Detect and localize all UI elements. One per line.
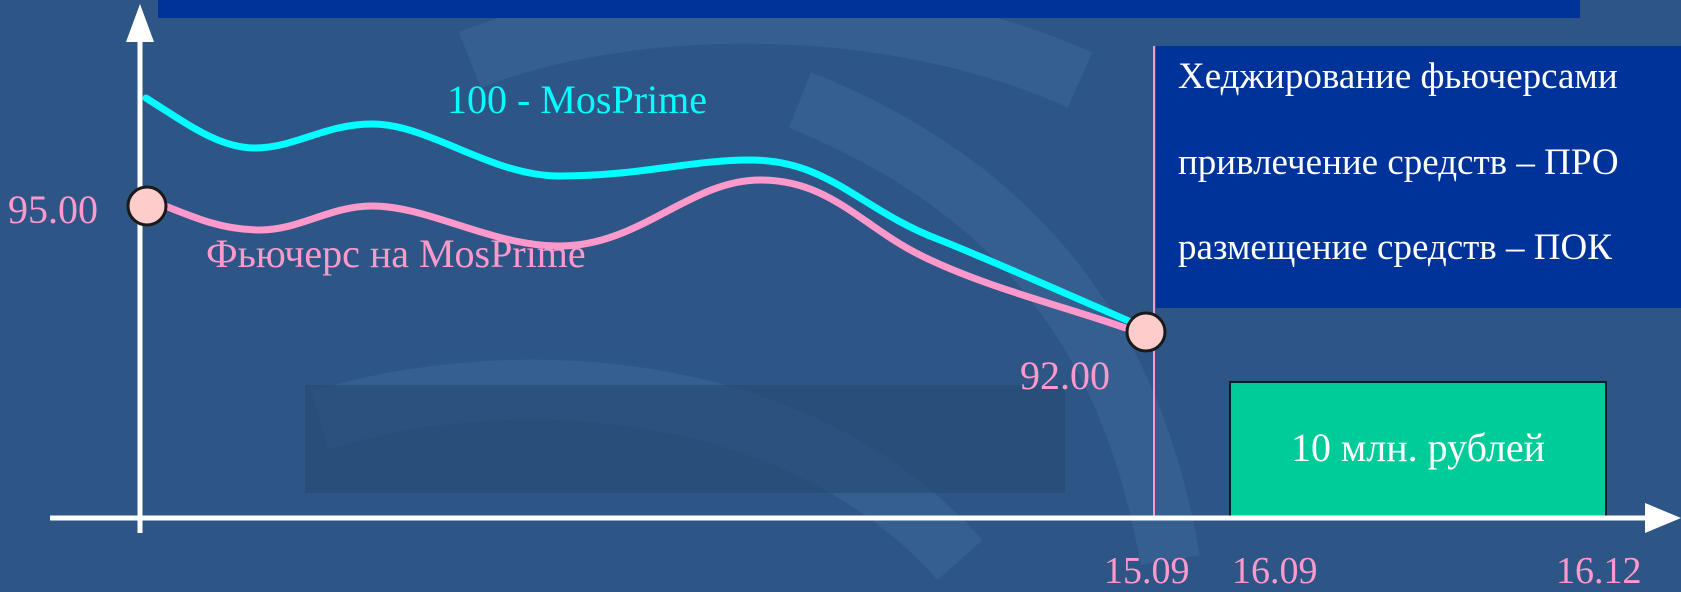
marker-end [1125,311,1167,353]
marker-start [126,185,168,227]
series-line-mosprime [142,94,1149,332]
series-label-futures: Фьючерс на MosPrime [206,231,586,276]
info-line-placement: размещение средств – ПОК [1178,227,1612,268]
y-marker-label-end: 92.00 [1020,353,1110,398]
x-tick-label-16-09: 16.09 [1232,550,1318,592]
series-line-futures [142,176,1149,339]
x-axis-arrow [1645,503,1681,533]
info-line-borrowing: привлечение средств – ПРО [1178,142,1619,183]
amount-box: 10 млн. рублей [1229,381,1607,519]
info-box: Хеджирование фьючерсами привлечение сред… [1156,46,1681,308]
info-line-hedging: Хеджирование фьючерсами [1178,56,1618,97]
title-bar [158,0,1580,18]
y-marker-label-start: 95.00 [8,187,98,232]
x-tick-label-15-09: 15.09 [1104,550,1190,592]
amount-label: 10 млн. рублей [1290,425,1546,470]
y-axis-arrow [126,4,154,42]
series-label-mosprime: 100 - MosPrime [447,77,707,122]
x-tick-label-16-12: 16.12 [1556,550,1642,592]
